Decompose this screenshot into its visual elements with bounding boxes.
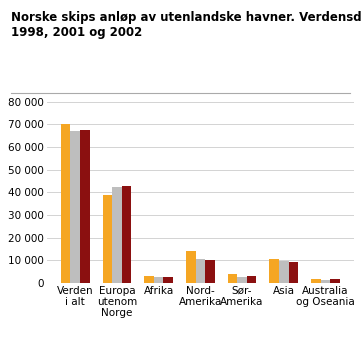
Bar bbox=[247, 276, 256, 283]
Bar bbox=[330, 279, 340, 283]
Bar bbox=[269, 258, 279, 283]
Bar bbox=[112, 187, 122, 283]
Bar bbox=[288, 262, 298, 283]
Bar bbox=[61, 124, 70, 283]
Bar bbox=[311, 279, 321, 283]
Bar bbox=[321, 280, 330, 283]
Bar bbox=[279, 261, 288, 283]
Bar bbox=[186, 251, 196, 283]
Text: Norske skips anløp av utenlandske havner. Verdensdel.
1998, 2001 og 2002: Norske skips anløp av utenlandske havner… bbox=[11, 11, 361, 39]
Bar bbox=[122, 185, 131, 283]
Bar bbox=[228, 274, 237, 283]
Bar bbox=[237, 277, 247, 283]
Bar bbox=[103, 195, 112, 283]
Bar bbox=[80, 130, 90, 283]
Bar bbox=[144, 276, 154, 283]
Bar bbox=[196, 259, 205, 283]
Bar bbox=[154, 277, 164, 283]
Bar bbox=[205, 261, 215, 283]
Bar bbox=[164, 277, 173, 283]
Bar bbox=[70, 131, 80, 283]
